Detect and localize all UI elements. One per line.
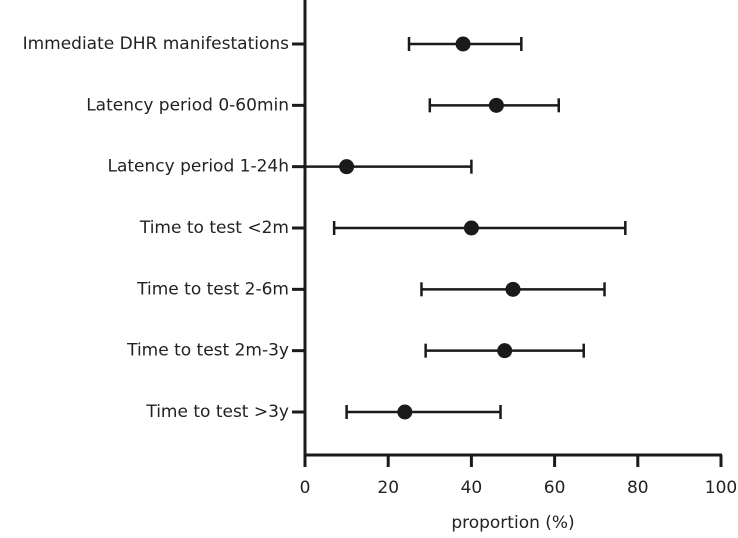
y-tick-label: Time to test 2-6m (136, 279, 289, 299)
point (505, 281, 521, 297)
point (463, 220, 479, 236)
x-tick-label: 100 (705, 478, 737, 498)
point (397, 404, 413, 420)
x-tick-label: 20 (377, 478, 399, 498)
x-tick-label: 60 (544, 478, 566, 498)
x-axis-label: proportion (%) (451, 513, 574, 533)
y-tick-label: Immediate DHR manifestations (23, 34, 290, 54)
point (455, 36, 471, 52)
point (488, 97, 504, 113)
x-tick-label: 0 (300, 478, 311, 498)
point (497, 343, 513, 359)
x-tick-label: 40 (461, 478, 483, 498)
x-tick-label: 80 (627, 478, 649, 498)
y-tick-label: Time to test >3y (145, 402, 289, 422)
y-tick-label: Latency period 0-60min (86, 95, 289, 115)
y-tick-label: Time to test 2m-3y (126, 341, 289, 361)
point (339, 159, 355, 175)
y-tick-label: Latency period 1-24h (107, 157, 289, 177)
y-tick-label: Time to test <2m (139, 218, 289, 238)
